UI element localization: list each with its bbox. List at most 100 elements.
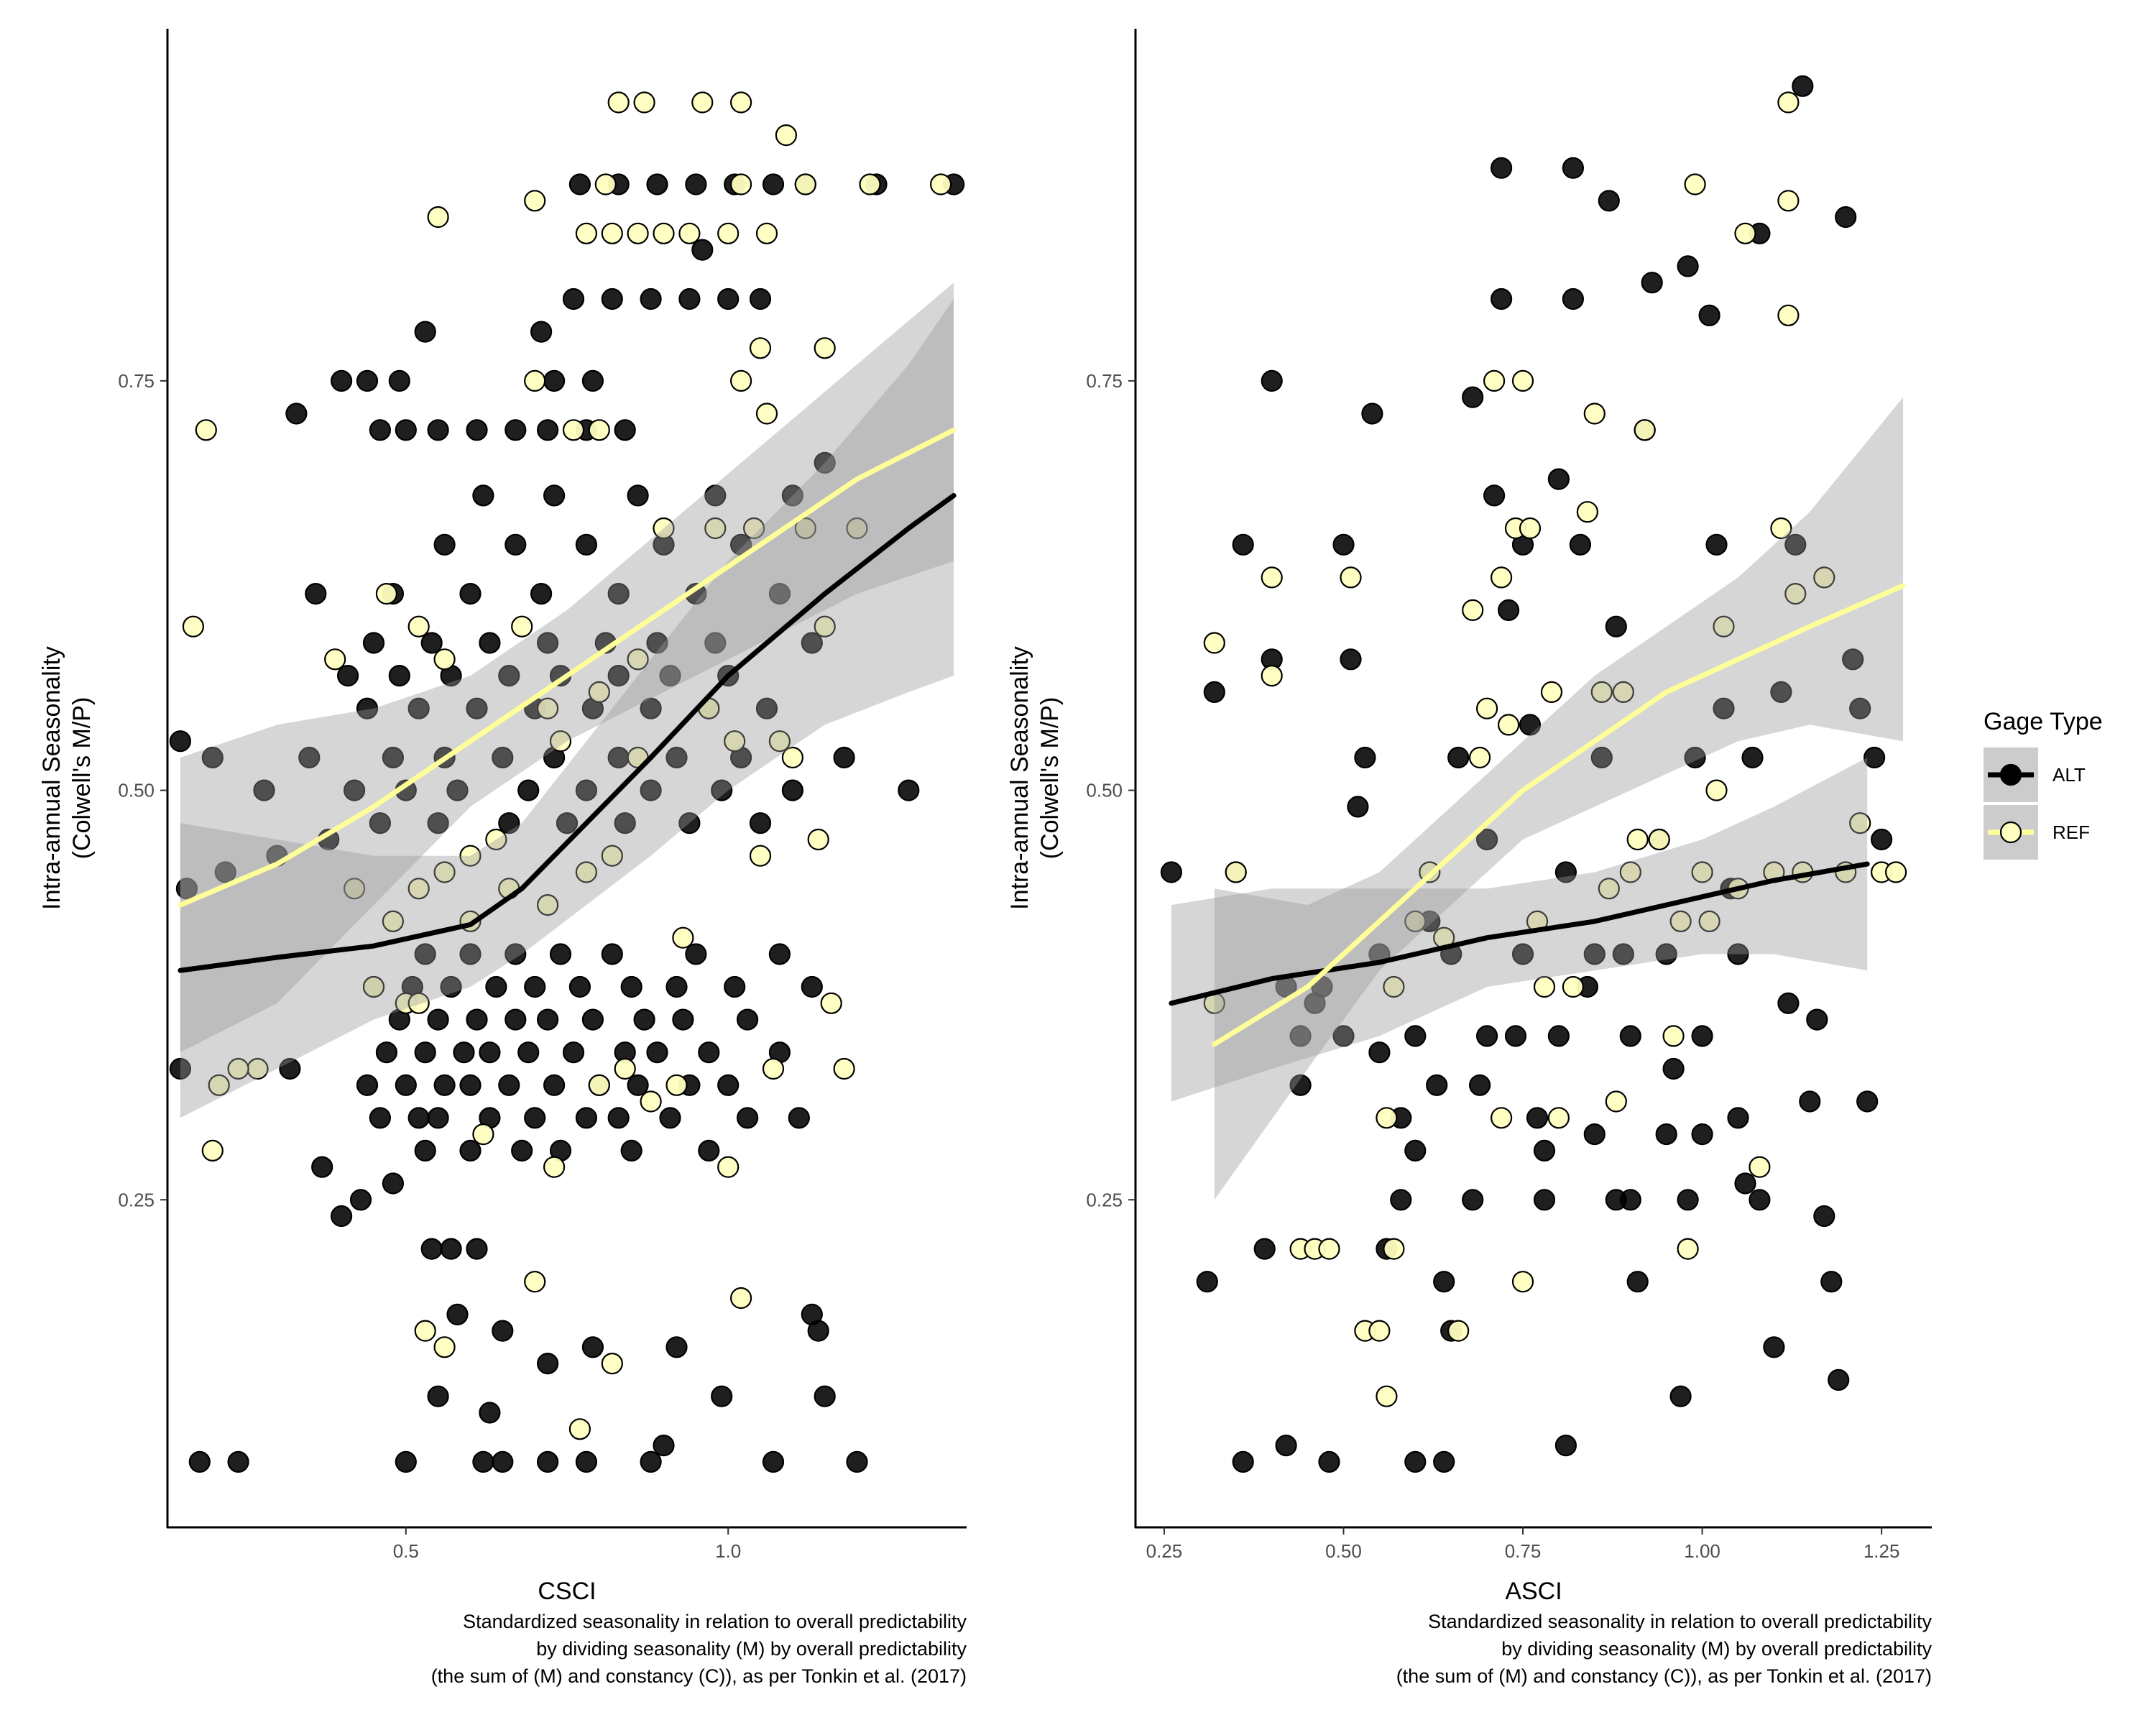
- caption-line: Standardized seasonality in relation to …: [1428, 1611, 1932, 1632]
- data-point: [485, 975, 507, 998]
- data-point: [433, 861, 456, 883]
- data-point: [1275, 1434, 1297, 1457]
- data-point: [1376, 1385, 1398, 1407]
- data-point: [1404, 1450, 1427, 1473]
- data-point: [678, 222, 701, 244]
- data-point: [698, 1041, 720, 1064]
- y-axis-title-line: Intra-annual Seasonality: [38, 646, 65, 910]
- data-point: [1332, 1025, 1355, 1047]
- data-point: [536, 632, 559, 654]
- data-point: [775, 124, 798, 147]
- data-point: [227, 1057, 249, 1080]
- data-point: [801, 975, 823, 998]
- data-point: [1404, 1139, 1427, 1162]
- data-point: [459, 1074, 482, 1096]
- data-point: [672, 1008, 694, 1031]
- data-point: [1677, 255, 1699, 277]
- data-point: [466, 1008, 488, 1031]
- data-point: [1261, 369, 1283, 392]
- data-point: [530, 321, 553, 343]
- data-point: [1662, 1025, 1685, 1047]
- data-point: [427, 206, 449, 229]
- data-point: [1626, 828, 1649, 851]
- data-point: [1519, 714, 1542, 736]
- data-point: [459, 582, 482, 605]
- data-point: [1612, 943, 1634, 965]
- data-point: [459, 1139, 482, 1162]
- data-point: [685, 943, 707, 965]
- data-point: [543, 484, 566, 507]
- y-tick-label: 0.75: [1086, 370, 1123, 392]
- data-point: [1289, 1074, 1312, 1096]
- data-point: [1340, 648, 1362, 671]
- data-point: [646, 173, 668, 196]
- data-point: [575, 222, 598, 244]
- data-point: [1698, 304, 1720, 326]
- data-point: [601, 288, 623, 310]
- csci-panel: 0.5 1.0 0.25 0.50 0.75 CSCI Intra-annual Seaso…: [38, 29, 967, 1687]
- data-point: [575, 861, 598, 883]
- data-point: [729, 91, 752, 114]
- data-point: [749, 337, 772, 359]
- data-point: [285, 402, 308, 425]
- caption-line: (the sum of (M) and constancy (C)), as p…: [431, 1665, 967, 1687]
- data-point: [1483, 484, 1506, 507]
- data-point: [729, 369, 752, 392]
- data-point: [762, 173, 785, 196]
- data-point: [781, 779, 804, 801]
- data-point: [459, 845, 482, 867]
- x-tick-label: 1.00: [1684, 1540, 1720, 1562]
- data-point: [414, 1139, 436, 1162]
- data-point: [1806, 1008, 1828, 1031]
- data-point: [1361, 402, 1383, 425]
- data-point: [356, 1074, 379, 1096]
- data-point: [1885, 861, 1907, 883]
- data-point: [227, 1450, 249, 1473]
- data-point: [517, 1041, 540, 1064]
- data-point: [414, 1320, 436, 1342]
- data-point: [1476, 1025, 1498, 1047]
- data-point: [801, 632, 823, 654]
- data-point: [407, 697, 430, 719]
- data-point: [704, 517, 727, 540]
- data-point: [1447, 746, 1470, 769]
- data-point: [395, 419, 417, 441]
- data-point: [505, 1008, 527, 1031]
- x-tick-label: 1.0: [715, 1540, 741, 1562]
- data-point: [717, 1074, 740, 1096]
- data-point: [814, 615, 836, 638]
- data-point: [1871, 828, 1893, 851]
- data-point: [1491, 566, 1513, 589]
- data-point: [369, 419, 392, 441]
- data-point: [1504, 1025, 1527, 1047]
- data-point: [324, 648, 346, 671]
- data-point: [1533, 1189, 1556, 1211]
- data-point: [607, 91, 630, 114]
- data-point: [620, 975, 642, 998]
- data-point: [1849, 697, 1871, 719]
- x-tick-label: 0.75: [1505, 1540, 1542, 1562]
- data-point: [698, 1139, 720, 1162]
- data-point: [614, 812, 636, 834]
- data-point: [1648, 828, 1670, 851]
- data-point: [305, 582, 327, 605]
- data-point: [420, 1238, 443, 1260]
- data-point: [536, 697, 559, 719]
- data-point: [833, 746, 855, 769]
- data-point: [691, 239, 714, 261]
- data-point: [588, 1074, 610, 1096]
- data-point: [788, 1107, 810, 1129]
- data-point: [1749, 1189, 1771, 1211]
- data-point: [1469, 746, 1491, 769]
- data-point: [188, 1450, 211, 1473]
- data-point: [717, 222, 740, 244]
- data-point: [1605, 1090, 1627, 1113]
- data-point: [1462, 386, 1484, 408]
- confidence-band-ref: [1214, 397, 1904, 1200]
- data-point: [588, 419, 610, 441]
- data-point: [1347, 796, 1369, 818]
- data-point: [601, 1352, 623, 1375]
- data-point: [1583, 402, 1606, 425]
- data-point: [1705, 533, 1728, 556]
- data-point: [1232, 533, 1254, 556]
